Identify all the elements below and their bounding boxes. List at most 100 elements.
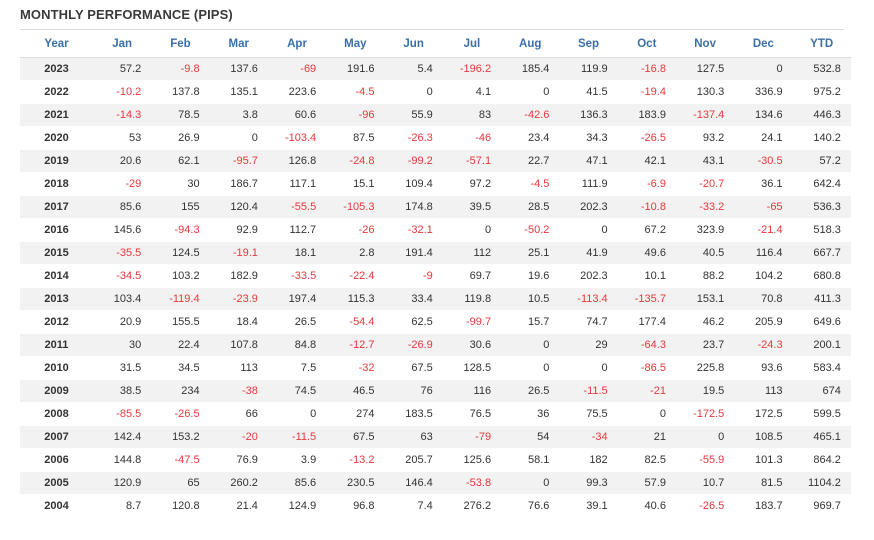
value-cell: 21	[617, 425, 676, 449]
value-cell: -119.4	[151, 287, 210, 311]
value-cell: 84.8	[267, 333, 327, 357]
value-cell: -29	[93, 172, 152, 196]
value-cell: -65	[734, 195, 793, 219]
value-cell: 120.8	[151, 494, 210, 518]
value-cell: 153.1	[675, 287, 735, 311]
value-cell: 7.4	[384, 494, 443, 518]
value-cell: 60.6	[267, 103, 327, 127]
value-cell: 101.3	[734, 448, 793, 472]
value-cell: 62.5	[384, 310, 443, 334]
value-cell: 140.2	[792, 126, 851, 150]
column-header-jun: Jun	[384, 31, 443, 58]
value-cell: -50.2	[501, 218, 560, 242]
year-cell: 2023	[20, 57, 93, 81]
value-cell: 82.5	[617, 448, 676, 472]
value-cell: 223.6	[267, 80, 327, 104]
value-cell: -137.4	[675, 103, 735, 127]
value-cell: 0	[209, 126, 268, 150]
value-cell: 276.2	[442, 494, 502, 518]
value-cell: 4.1	[442, 80, 502, 104]
value-cell: -42.6	[501, 103, 560, 127]
value-cell: 225.8	[675, 356, 735, 380]
value-cell: 115.3	[326, 287, 385, 311]
value-cell: -4.5	[501, 172, 560, 196]
value-cell: 336.9	[734, 80, 793, 104]
year-cell: 2014	[20, 264, 93, 288]
value-cell: 0	[501, 80, 560, 104]
value-cell: 63	[384, 425, 443, 449]
value-cell: 124.5	[151, 241, 210, 265]
value-cell: -30.5	[734, 149, 793, 173]
value-cell: 99.3	[559, 471, 618, 495]
title-divider	[20, 29, 844, 30]
year-cell: 2019	[20, 149, 93, 173]
year-cell: 2010	[20, 356, 93, 380]
table-row: 2020 53 26.9 0 -103.4 87.5 -26.3 -46 23.4 34.3 -26…	[20, 126, 851, 150]
table-row: 2015 -35.5 124.5 -19.1 18.1 2.8 191.4 112 25.1 41…	[20, 241, 851, 265]
value-cell: 864.2	[792, 448, 851, 472]
value-cell: 20.9	[93, 310, 152, 334]
value-cell: 10.5	[501, 287, 560, 311]
value-cell: 0	[559, 356, 618, 380]
value-cell: -26.3	[384, 126, 443, 150]
value-cell: 0	[501, 356, 560, 380]
value-cell: 0	[384, 80, 443, 104]
value-cell: 411.3	[792, 287, 851, 311]
value-cell: 205.7	[384, 448, 443, 472]
value-cell: 3.9	[267, 448, 327, 472]
value-cell: -10.8	[617, 195, 676, 219]
value-cell: 172.5	[734, 402, 793, 426]
year-cell: 2007	[20, 425, 93, 449]
column-header-dec: Dec	[734, 31, 793, 58]
value-cell: 47.1	[559, 149, 618, 173]
value-cell: 134.6	[734, 103, 793, 127]
value-cell: -196.2	[442, 57, 502, 81]
column-header-feb: Feb	[151, 31, 210, 58]
value-cell: 119.9	[559, 57, 618, 81]
year-cell: 2017	[20, 195, 93, 219]
year-cell: 2016	[20, 218, 93, 242]
value-cell: 135.1	[209, 80, 268, 104]
value-cell: 96.8	[326, 494, 385, 518]
value-cell: 667.7	[792, 241, 851, 265]
value-cell: 127.5	[675, 57, 735, 81]
value-cell: -11.5	[267, 425, 327, 449]
column-header-jan: Jan	[93, 31, 152, 58]
value-cell: 125.6	[442, 448, 502, 472]
value-cell: 111.9	[559, 172, 618, 196]
value-cell: 58.1	[501, 448, 560, 472]
value-cell: 57.2	[792, 149, 851, 173]
value-cell: 26.5	[501, 379, 560, 403]
value-cell: 144.8	[93, 448, 152, 472]
value-cell: 0	[501, 471, 560, 495]
year-cell: 2008	[20, 402, 93, 426]
value-cell: 40.6	[617, 494, 676, 518]
value-cell: 104.2	[734, 264, 793, 288]
value-cell: -95.7	[209, 149, 268, 173]
value-cell: -26.5	[617, 126, 676, 150]
value-cell: 36	[501, 402, 560, 426]
value-cell: 33.4	[384, 287, 443, 311]
value-cell: 67.5	[384, 356, 443, 380]
column-header-year: Year	[20, 31, 93, 58]
value-cell: 22.7	[501, 149, 560, 173]
value-cell: 39.5	[442, 195, 502, 219]
value-cell: 85.6	[93, 195, 152, 219]
value-cell: -12.7	[326, 333, 385, 357]
year-cell: 2006	[20, 448, 93, 472]
value-cell: 446.3	[792, 103, 851, 127]
value-cell: 3.8	[209, 103, 268, 127]
value-cell: 230.5	[326, 471, 385, 495]
table-row: 2011 30 22.4 107.8 84.8 -12.7 -26.9 30.6 0 29 -64.…	[20, 333, 851, 357]
column-header-sep: Sep	[559, 31, 618, 58]
value-cell: -10.2	[93, 80, 152, 104]
value-cell: -13.2	[326, 448, 385, 472]
value-cell: 183.9	[617, 103, 676, 127]
value-cell: 85.6	[267, 471, 327, 495]
value-cell: 0	[442, 218, 502, 242]
value-cell: -99.2	[384, 149, 443, 173]
table-row: 2017 85.6 155 120.4 -55.5 -105.3 174.8 39.5 28.5…	[20, 195, 851, 219]
value-cell: 75.5	[559, 402, 618, 426]
value-cell: 183.5	[384, 402, 443, 426]
value-cell: 153.2	[151, 425, 210, 449]
